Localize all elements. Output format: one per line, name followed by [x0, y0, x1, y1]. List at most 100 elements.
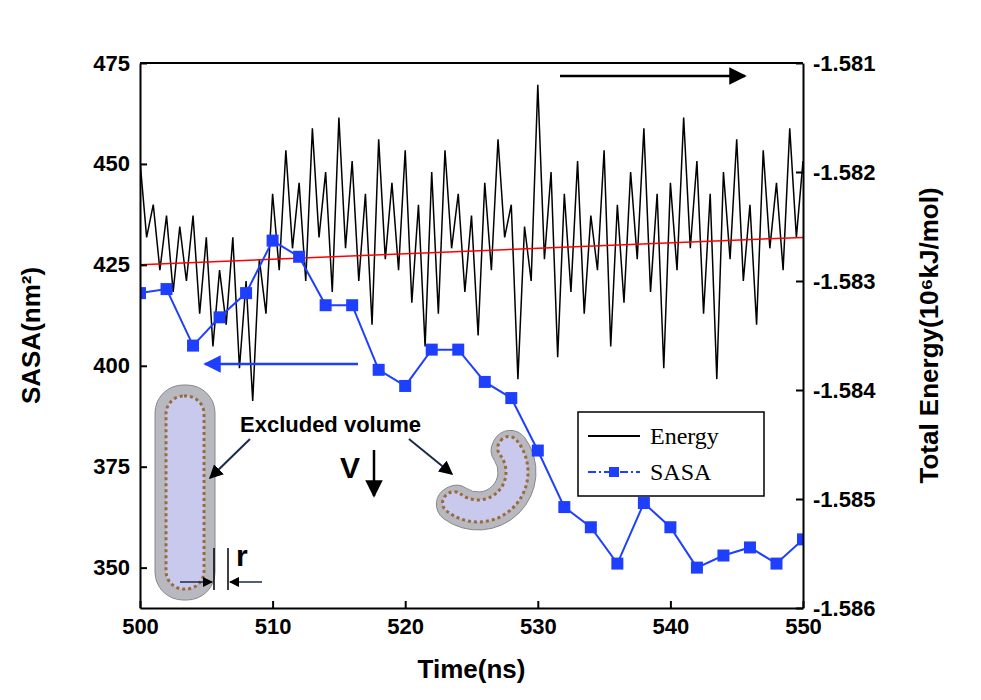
annotation: Excluded volume	[240, 412, 421, 437]
y-axis-tick-mark	[140, 63, 147, 65]
legend-label: Energy	[650, 423, 719, 449]
leader-line	[210, 439, 250, 478]
annotation: r	[236, 539, 248, 572]
y-axis-tick-mark	[140, 466, 147, 468]
x-axis-line	[141, 608, 804, 610]
x-axis-tick: 520	[387, 601, 424, 639]
x-axis-tick-mark	[405, 601, 407, 608]
series-marker	[346, 299, 358, 311]
decrease-arrow	[373, 450, 376, 496]
series-marker	[585, 521, 597, 533]
y-axis-line	[140, 64, 142, 609]
x-axis-tick-label: 530	[520, 614, 557, 639]
x-axis-tick-mark	[537, 601, 539, 608]
y-axis-tick-mark	[140, 163, 147, 165]
y2-axis-tick: -1.581	[796, 51, 875, 76]
x-axis-tick: 530	[520, 601, 557, 639]
dimension-line	[227, 548, 229, 590]
x-axis-tick-mark	[272, 601, 274, 608]
series-marker	[479, 376, 491, 388]
y2-axis-tick: -1.586	[796, 596, 875, 621]
y-axis-tick-mark	[140, 365, 147, 367]
x-axis-tick-label: 500	[122, 614, 159, 639]
micelle-core	[443, 437, 528, 522]
series-marker	[373, 364, 385, 376]
y2-axis-tick-label: -1.586	[813, 596, 875, 621]
x-axis-tick-mark	[670, 601, 672, 608]
series-marker	[426, 344, 438, 356]
legend-label: SASA	[650, 459, 712, 485]
y2-axis-tick-label: -1.582	[813, 160, 875, 185]
x-axis-tick: 540	[653, 601, 690, 639]
x-axis-tick-label: 510	[255, 614, 292, 639]
series-marker	[240, 287, 252, 299]
leader-line	[409, 439, 452, 474]
y2-axis-tick-label: -1.581	[813, 51, 875, 76]
micelle-excluded-volume	[436, 430, 536, 530]
series-line	[140, 241, 803, 568]
axis-arrow	[560, 75, 745, 78]
micelle-core	[166, 396, 204, 589]
series-marker	[558, 501, 570, 513]
series-marker	[770, 558, 782, 570]
annotation: V	[340, 451, 360, 484]
x-axis: 500510520530540550	[122, 601, 822, 639]
chart: 500510520530540550350375400425450475-1.5…	[0, 0, 981, 700]
y2-axis-line	[803, 64, 805, 609]
series-marker	[187, 340, 199, 352]
series-marker	[452, 344, 464, 356]
y2-axis-tick: -1.583	[796, 269, 875, 294]
series-marker	[214, 311, 226, 323]
legend: Energy SASA	[578, 412, 764, 496]
y-axis-tick-label: 375	[93, 454, 130, 479]
series-marker	[399, 380, 411, 392]
y2-axis-tick-mark	[796, 499, 803, 501]
y2-axis-tick: -1.585	[796, 487, 875, 512]
series-marker	[744, 541, 756, 553]
y2-axis-tick-mark	[796, 390, 803, 392]
y-axis-tick: 425	[93, 252, 147, 277]
y-axis-title: SASA(nm²)	[16, 267, 46, 404]
inset-drawings	[155, 385, 536, 600]
y-axis-tick-mark	[140, 264, 147, 266]
x-axis-tick-label: 520	[387, 614, 424, 639]
y-axis-tick-label: 425	[93, 252, 130, 277]
y2-axis-tick-mark	[796, 63, 803, 65]
series-marker	[267, 235, 279, 247]
dimension-arrow	[180, 581, 212, 583]
series-line	[140, 85, 803, 401]
y2-axis-title: Total Energy(10⁶kJ/mol)	[914, 187, 944, 483]
y-axis-tick: 475	[93, 51, 147, 76]
plot-frame	[140, 62, 803, 64]
y-axis-tick-label: 475	[93, 51, 130, 76]
plot-area	[140, 85, 803, 574]
chart-svg: 500510520530540550350375400425450475-1.5…	[0, 0, 981, 700]
y-axis-tick-label: 350	[93, 555, 130, 580]
y2-axis: -1.586 -1.585 -1.584 -1.583 -1.582 -1.581	[796, 51, 876, 621]
y-axis-tick: 450	[93, 151, 147, 176]
annotations: Excluded volume r V	[180, 76, 745, 590]
series-marker	[717, 550, 729, 562]
legend-swatch	[588, 435, 640, 437]
micelle-excluded-volume	[155, 385, 215, 600]
y-axis-tick: 350	[93, 555, 147, 580]
series-marker	[664, 521, 676, 533]
dimension-line	[213, 548, 215, 590]
y2-axis-tick-mark	[796, 281, 803, 283]
y2-axis-tick: -1.584	[796, 378, 876, 403]
legend-marker	[609, 467, 619, 477]
y-axis-tick-mark	[140, 567, 147, 569]
axis-arrow	[205, 363, 358, 366]
series-marker	[797, 533, 803, 545]
series-marker	[293, 251, 305, 263]
y2-axis-tick-mark	[796, 172, 803, 174]
y-axis-tick-label: 400	[93, 353, 130, 378]
y2-axis-tick-label: -1.584	[813, 378, 876, 403]
series-marker	[320, 299, 332, 311]
series-marker	[691, 562, 703, 574]
series-marker	[532, 445, 544, 457]
y-axis-tick-label: 450	[93, 151, 130, 176]
y-axis: 350 375 400 425 450 475	[93, 51, 147, 609]
series-marker	[638, 497, 650, 509]
x-axis-title: Time(ns)	[418, 654, 526, 684]
